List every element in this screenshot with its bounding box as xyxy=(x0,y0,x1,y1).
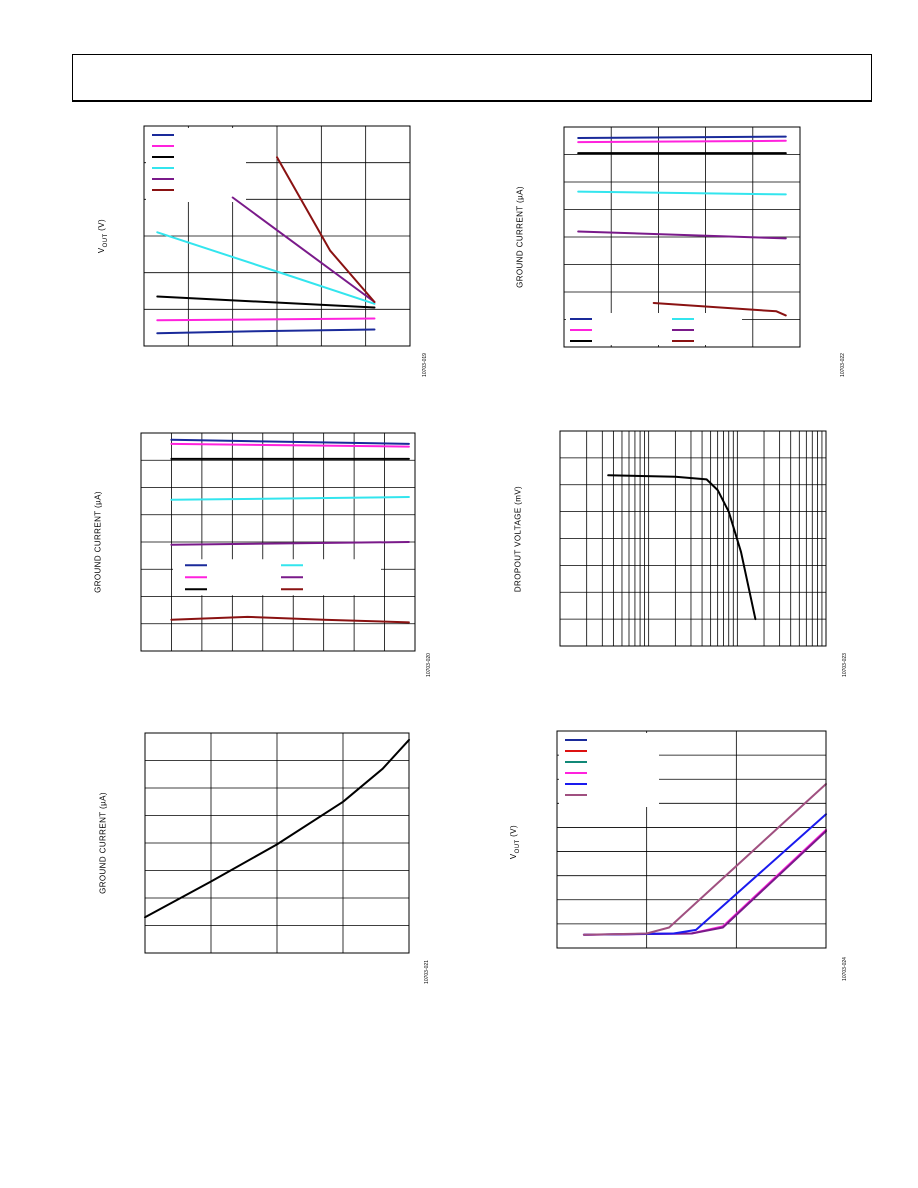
series-line-3 xyxy=(582,813,827,936)
plot-frame xyxy=(556,730,827,949)
series-line-6 xyxy=(276,156,376,303)
series-line-1 xyxy=(607,474,757,621)
plot-frame xyxy=(140,432,416,652)
series-line-1 xyxy=(577,135,787,139)
series-line-5 xyxy=(577,230,787,240)
page-header-box xyxy=(72,54,872,102)
chart-5-figure-id: 10703-021 xyxy=(424,960,430,984)
plot-frame xyxy=(143,125,411,347)
series-line-2 xyxy=(170,442,410,448)
chart-dropout-voltage xyxy=(559,430,827,647)
chart-6-ylabel: VOUT (V) xyxy=(509,824,521,860)
series-line-6 xyxy=(170,615,410,624)
chart-5-ylabel: GROUND CURRENT (µA) xyxy=(98,792,108,894)
chart-3-ylabel: GROUND CURRENT (µA) xyxy=(93,491,103,593)
chart-3-figure-id: 10703-020 xyxy=(426,653,432,677)
series-line-2 xyxy=(156,317,376,322)
plot-frame xyxy=(563,126,801,348)
series-line-4 xyxy=(582,783,827,936)
chart-4-ylabel: DROPOUT VOLTAGE (mV) xyxy=(513,485,523,593)
series-line-1 xyxy=(170,438,410,445)
chart-ground-current-2 xyxy=(563,126,801,348)
chart-4-figure-id: 10703-023 xyxy=(842,653,848,677)
chart-6-figure-id: 10703-024 xyxy=(842,957,848,981)
series-line-5 xyxy=(170,541,410,546)
series-line-4 xyxy=(156,231,376,305)
series-line-1 xyxy=(156,328,376,335)
series-line-4 xyxy=(577,190,787,196)
plot-frame xyxy=(559,430,827,647)
series-line-5 xyxy=(231,196,376,303)
chart-ground-current-3 xyxy=(140,432,416,652)
series-line-2 xyxy=(577,139,787,144)
chart-2-ylabel: GROUND CURRENT (µA) xyxy=(515,186,525,288)
chart-1-figure-id: 10703-019 xyxy=(422,353,428,377)
series-line-6 xyxy=(652,302,787,317)
series-line-4 xyxy=(170,496,410,501)
chart-2-figure-id: 10703-022 xyxy=(840,353,846,377)
chart-ground-current-5 xyxy=(144,732,410,954)
series-line-3 xyxy=(156,295,376,309)
chart-1-ylabel: VOUT (V) xyxy=(97,218,109,254)
plot-frame xyxy=(144,732,410,954)
series-line-1 xyxy=(144,738,410,919)
legend-box xyxy=(566,313,742,345)
chart-vout-6 xyxy=(556,730,827,949)
chart-vout-1 xyxy=(143,125,411,347)
legend-box xyxy=(173,559,381,596)
